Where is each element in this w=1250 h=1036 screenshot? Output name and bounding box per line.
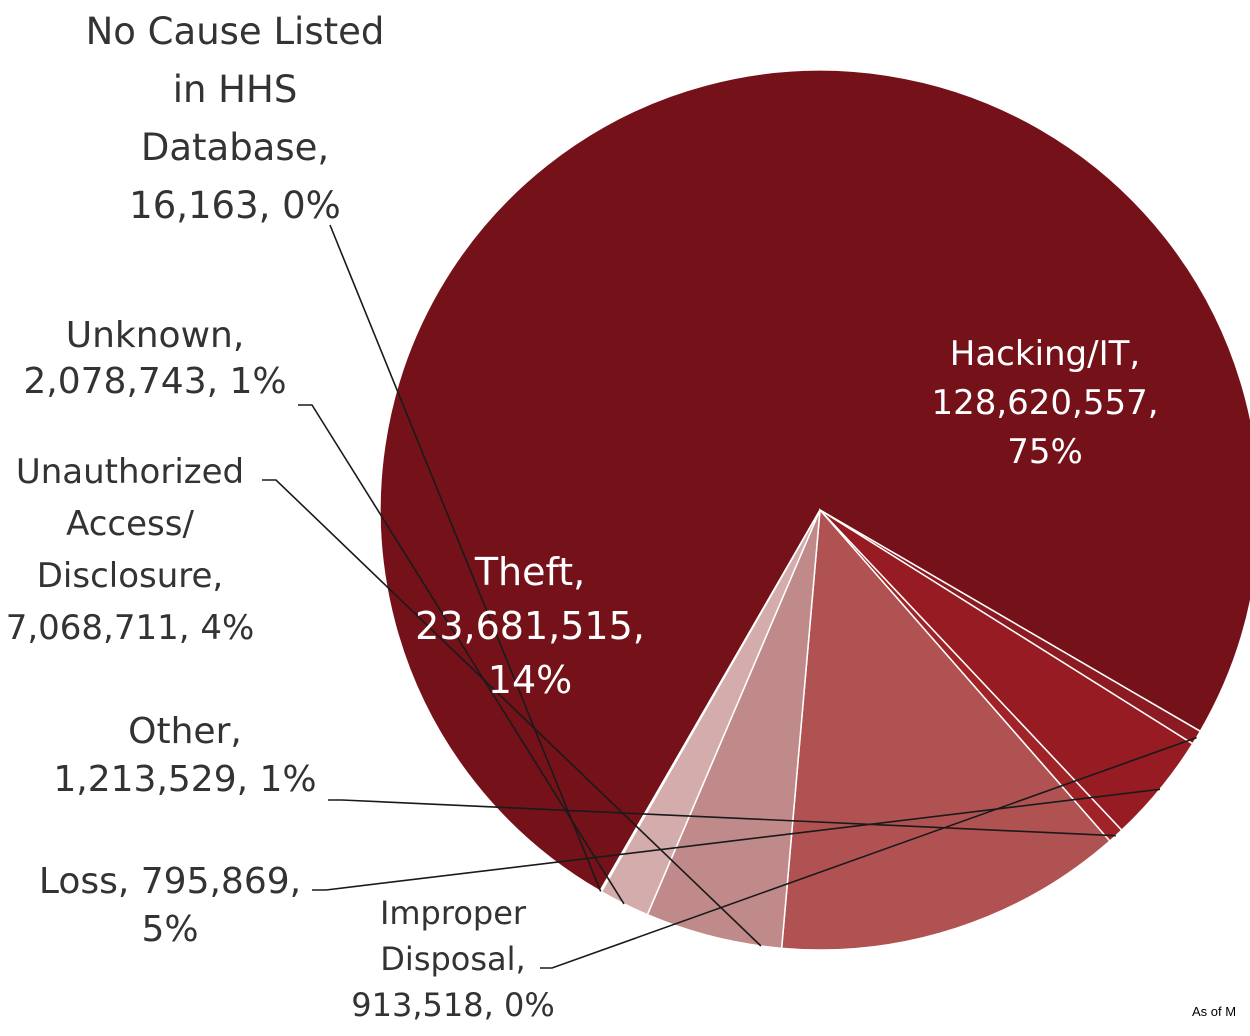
- leader-line-nocause: [329, 224, 602, 892]
- leader-line-other: [328, 799, 1116, 837]
- label-no-cause-listed: No Cause Listed in HHS Database, 16,163,…: [85, 10, 385, 227]
- label-hacking-it: Hacking/IT, 128,620,557, 75%: [931, 334, 1159, 472]
- pie-slice-hacking: [379, 69, 1250, 893]
- label-unknown: Unknown, 2,078,743, 1%: [23, 315, 287, 402]
- label-unauthorized-access: Unauthorized Access/ Disclosure, 7,068,7…: [5, 452, 255, 648]
- label-other: Other, 1,213,529, 1%: [53, 711, 317, 800]
- leader-line-loss: [312, 788, 1161, 891]
- pie-slice-theft: [780, 508, 1111, 951]
- leader-line-unauth: [262, 479, 762, 947]
- footnote-text: As of M: [1192, 1004, 1237, 1019]
- label-theft: Theft, 23,681,515, 14%: [415, 550, 645, 702]
- leader-line-improper: [540, 736, 1197, 969]
- label-loss: Loss, 795,869, 5%: [38, 861, 302, 950]
- label-improper-disposal: Improper Disposal, 913,518, 0%: [351, 894, 555, 1024]
- leader-line-unknown: [298, 404, 625, 905]
